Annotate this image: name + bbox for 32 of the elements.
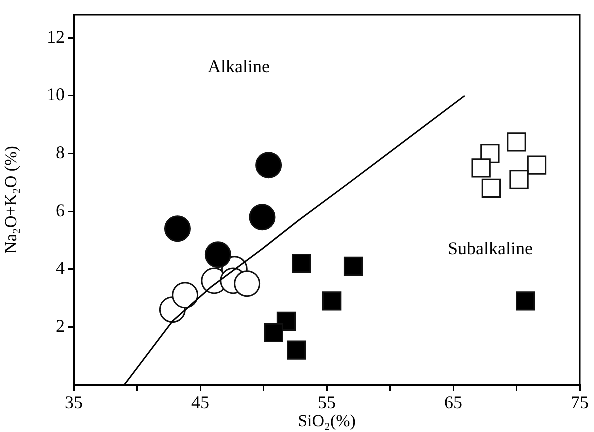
point <box>472 158 491 178</box>
point <box>287 340 306 360</box>
annotation: Alkaline <box>208 56 270 77</box>
point <box>482 178 502 198</box>
point <box>234 270 261 298</box>
point <box>204 242 232 268</box>
point <box>510 170 529 190</box>
x-tick-label: 35 <box>65 392 83 413</box>
x-tick-label: 55 <box>318 392 336 413</box>
x-axis-title: SiO₂(%) <box>298 411 356 430</box>
x-tick-label: 75 <box>571 392 589 413</box>
point <box>172 282 199 309</box>
point <box>164 216 191 242</box>
x-tick-label: 45 <box>192 392 210 413</box>
point <box>256 152 282 179</box>
point <box>527 156 547 175</box>
y-tick-label: 10 <box>47 84 65 105</box>
y-tick-label: 2 <box>56 316 65 336</box>
point <box>516 292 536 311</box>
y-tick-label: 12 <box>47 26 65 47</box>
point <box>344 256 364 276</box>
y-tick-label: 6 <box>56 200 65 220</box>
annotation: Subalkaline <box>448 238 533 259</box>
point <box>322 292 342 311</box>
point <box>507 132 526 152</box>
y-tick-label: 8 <box>56 142 65 162</box>
y-tick-label: 4 <box>56 258 65 278</box>
x-tick-label: 65 <box>444 392 462 413</box>
y-axis-title: Na₂O+K₂O (%) <box>2 146 21 254</box>
point <box>292 254 312 274</box>
point <box>249 204 276 231</box>
point <box>264 323 284 343</box>
